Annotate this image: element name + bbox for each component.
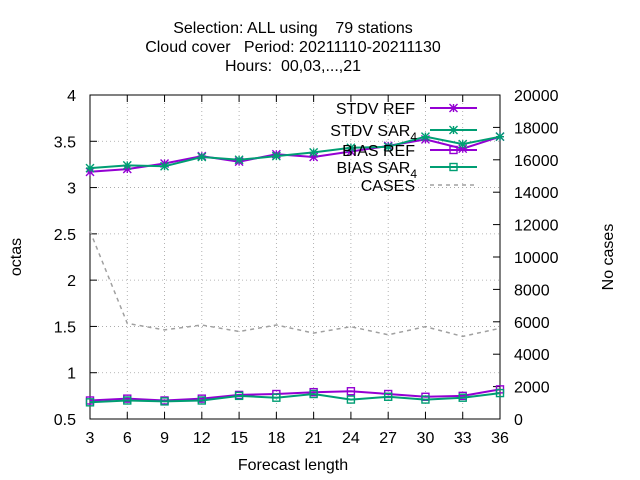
y2-tick-label: 12000 (514, 218, 559, 235)
y-tick-label: 3 (67, 181, 76, 198)
x-tick-label: 3 (86, 430, 95, 447)
data-point-series-3 (383, 392, 393, 401)
y-tick-label: 3.5 (54, 134, 76, 151)
legend-marker-1 (449, 125, 458, 135)
y-axis-label: octas (8, 238, 25, 276)
x-tick-label: 24 (342, 430, 360, 447)
x-tick-label: 12 (193, 430, 211, 447)
data-point-series-1 (383, 142, 393, 152)
y2-tick-label: 4000 (514, 347, 550, 364)
x-tick-label: 36 (491, 430, 509, 447)
y-tick-label: 2 (67, 273, 76, 290)
series-line-3 (89, 392, 501, 404)
data-point-series-3 (85, 398, 95, 407)
series-lines (85, 132, 505, 407)
data-point-series-3 (160, 397, 169, 406)
chart-title-line-3: Hours: 00,03,...,21 (225, 58, 361, 75)
data-point-series-1 (271, 151, 281, 161)
data-point-series-3 (495, 388, 505, 398)
y2-tick-label: 18000 (514, 120, 559, 137)
y2-tick-label: 2000 (514, 380, 550, 397)
legend-marker-2 (449, 145, 458, 155)
data-point-series-3 (309, 389, 318, 399)
y-tick-label: 4 (67, 88, 76, 105)
x-axis-label: Forecast length (238, 457, 348, 474)
y2-tick-label: 20000 (514, 88, 559, 105)
data-point-series-1 (420, 132, 430, 142)
y2-tick-label: 16000 (514, 153, 559, 170)
data-point-series-3 (123, 396, 132, 405)
legend-marker-3 (449, 162, 458, 172)
y2-tick-label: 10000 (514, 250, 559, 267)
data-point-series-3 (421, 395, 430, 404)
x-tick-label: 30 (417, 430, 435, 447)
grid (90, 95, 500, 419)
data-point-series-1 (160, 161, 170, 171)
series-line-1 (89, 135, 501, 170)
y2-tick-label: 14000 (514, 185, 559, 202)
x-tick-label: 9 (160, 430, 169, 447)
data-point-series-3 (272, 393, 281, 402)
x-tick-label: 27 (379, 430, 397, 447)
y-tick-label: 2.5 (54, 227, 76, 244)
x-tick-label: 21 (305, 430, 323, 447)
data-point-series-2 (346, 387, 356, 396)
legend-label-4: CASES (361, 178, 415, 195)
series-line-2 (89, 388, 501, 402)
data-point-series-1 (346, 143, 356, 153)
data-point-series-0 (458, 144, 468, 154)
x-tick-label: 15 (230, 430, 248, 447)
x-tick-label: 18 (267, 430, 285, 447)
y-tick-label: 1.5 (54, 319, 76, 336)
y-tick-label: 0.5 (54, 412, 76, 429)
series-line-4 (89, 230, 501, 338)
chart-title-line-1: Selection: ALL using 79 stations (173, 20, 413, 37)
data-point-series-1 (122, 160, 132, 170)
chart-title-line-2: Cloud cover Period: 20211110-20211130 (145, 39, 441, 56)
x-tick-label: 33 (454, 430, 472, 447)
data-point-series-1 (85, 163, 95, 173)
data-point-series-1 (309, 147, 319, 157)
x-tick-label: 6 (123, 430, 132, 447)
data-point-series-1 (495, 132, 505, 142)
y2-tick-label: 8000 (514, 282, 550, 299)
axis-ticks: 3 6 9 12 15 18 21 24 27 30 33 360.511.522.533.54020… (54, 88, 559, 447)
data-point-series-0 (309, 152, 319, 162)
legend-label-1: STDV SAR4 (330, 123, 417, 144)
data-point-series-1 (197, 152, 207, 162)
legend-marker-0 (449, 103, 458, 113)
y2-tick-label: 6000 (514, 315, 550, 332)
data-point-series-1 (458, 139, 468, 149)
data-point-series-3 (234, 391, 244, 401)
legend-label-3: BIAS SAR4 (337, 160, 418, 181)
legend-label-0: STDV REF (336, 101, 415, 118)
data-point-series-3 (346, 395, 356, 404)
series-line-0 (89, 135, 501, 173)
legend-subscript: 4 (410, 167, 417, 181)
y2-tick-label: 0 (514, 412, 523, 429)
legend-label-2: BIAS REF (342, 143, 415, 160)
y-tick-label: 1 (67, 366, 76, 383)
data-point-series-3 (197, 396, 207, 405)
data-point-series-1 (234, 155, 244, 165)
legend-subscript: 4 (410, 130, 417, 144)
y2-axis-label: No cases (600, 224, 617, 291)
data-point-series-3 (458, 393, 467, 402)
